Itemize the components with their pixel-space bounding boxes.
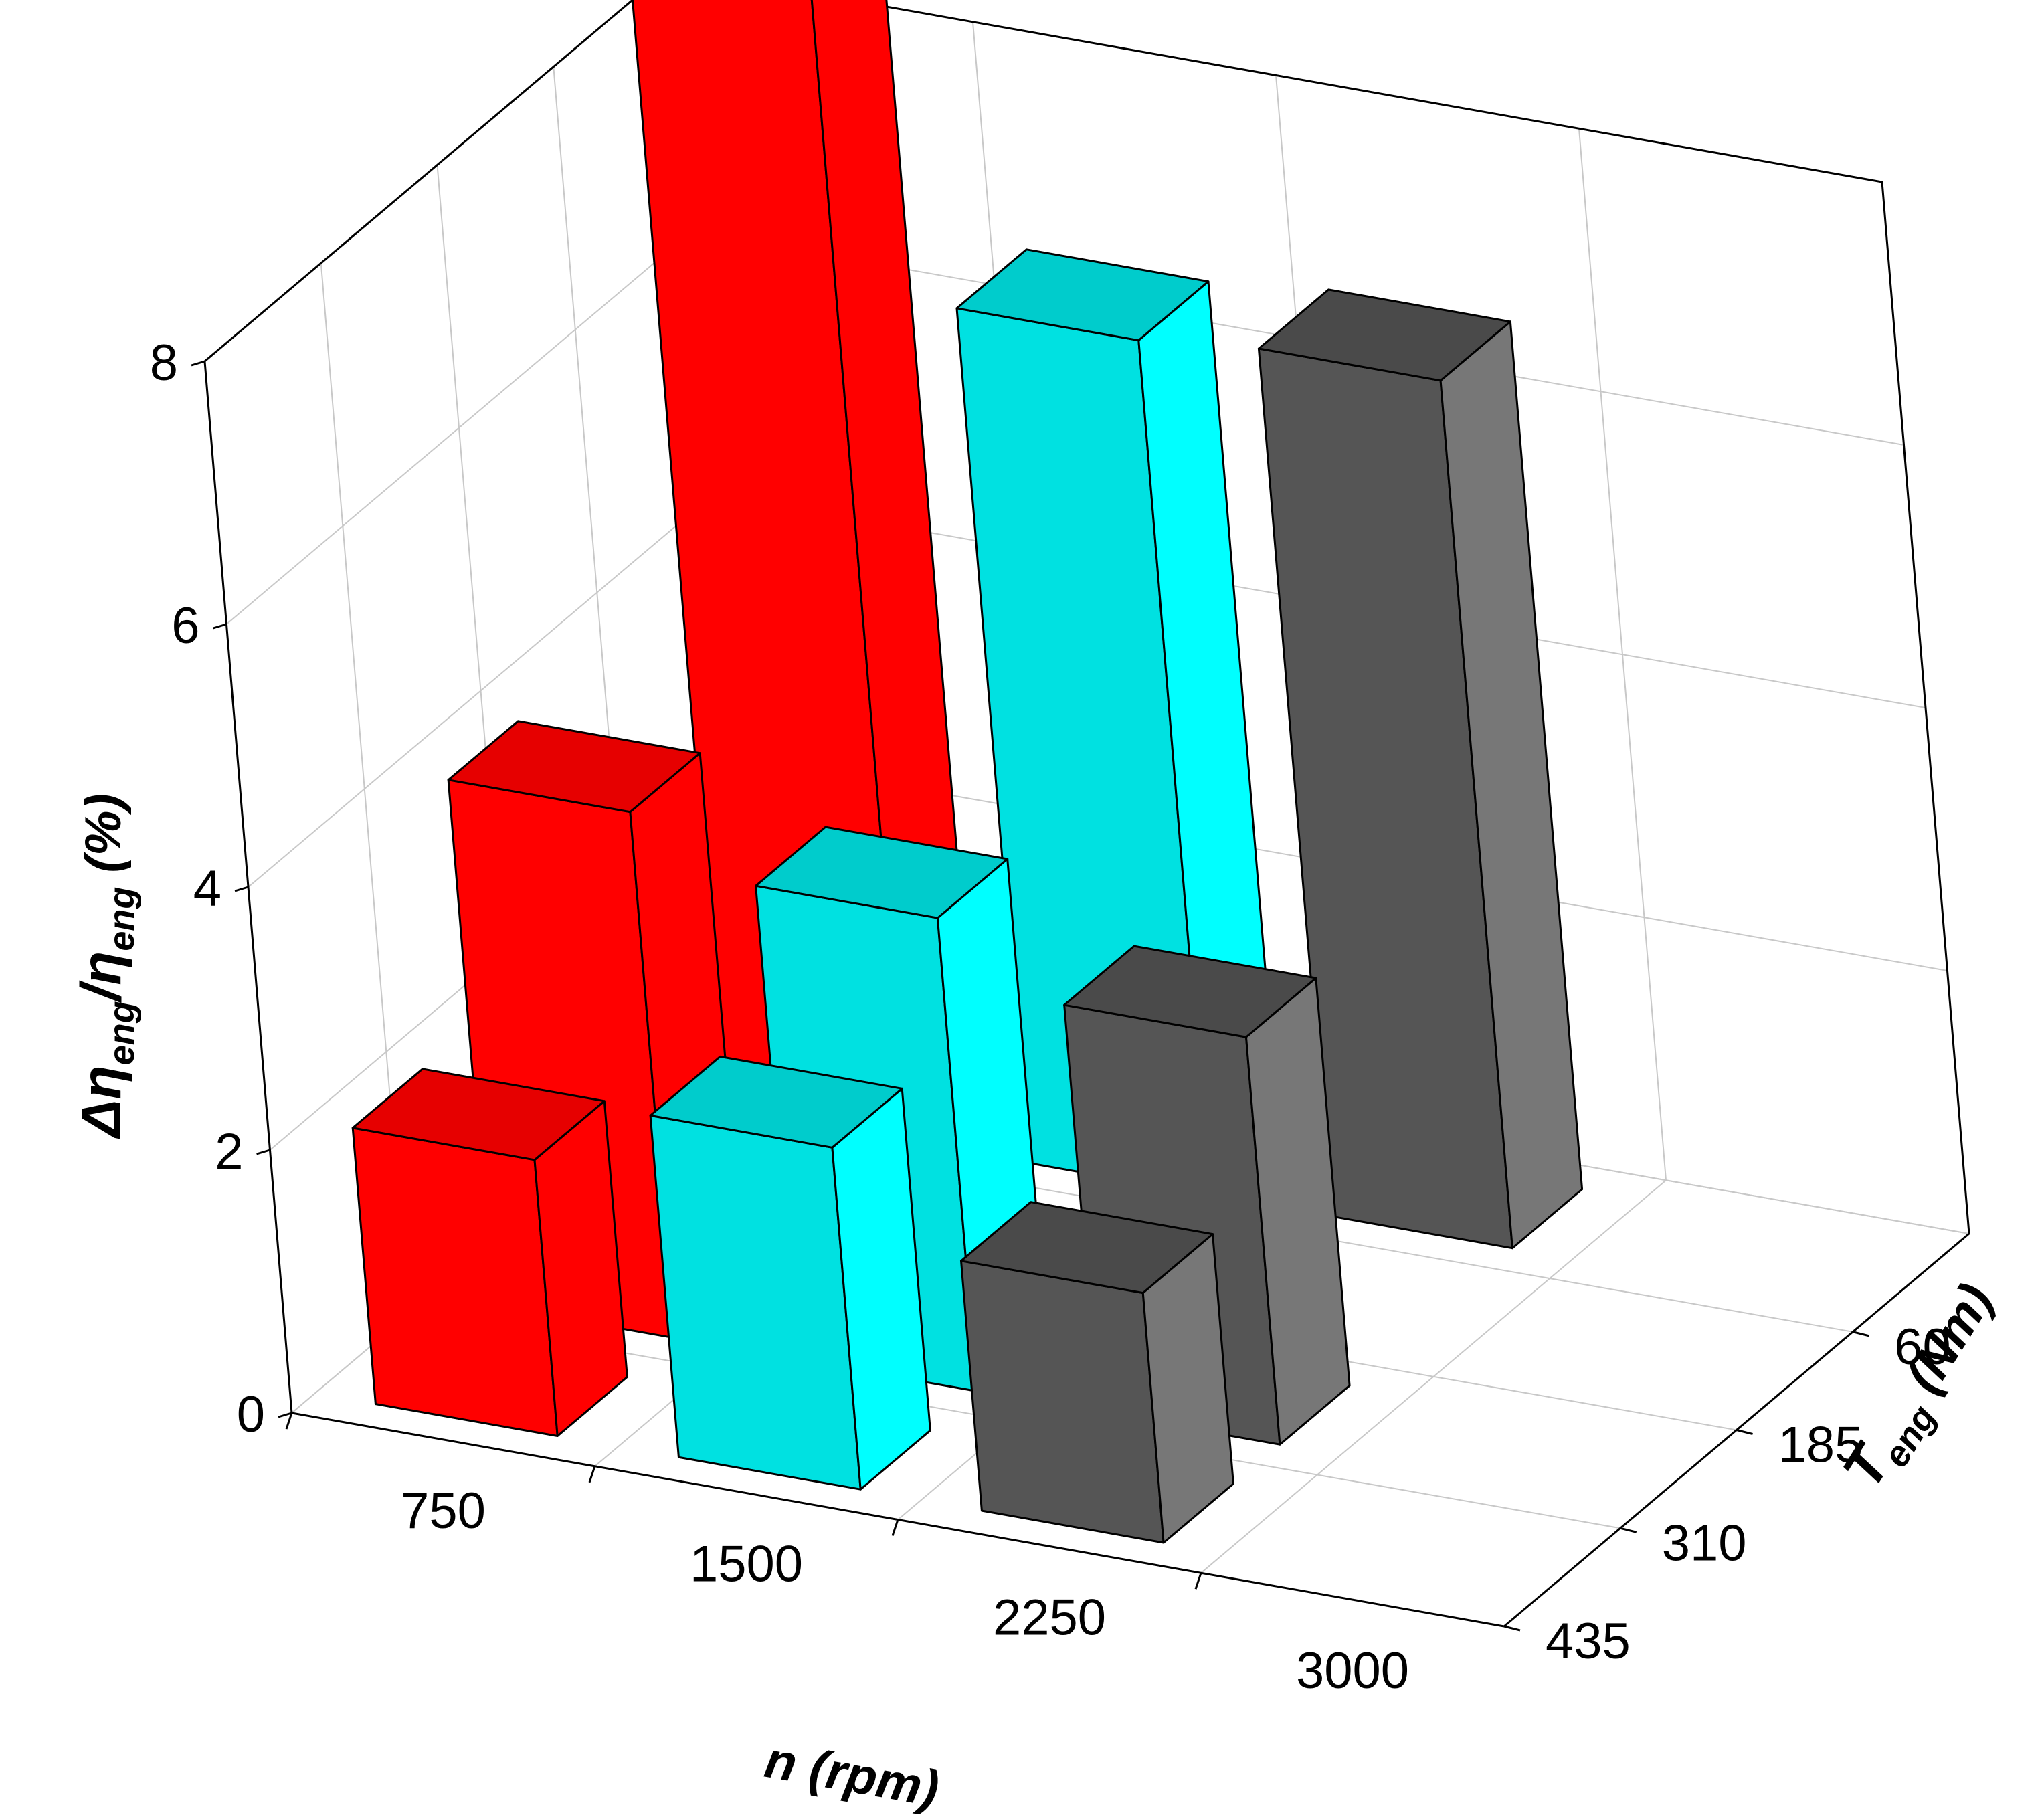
z-tick <box>256 1149 270 1155</box>
x-tick-label: 2250 <box>993 1589 1106 1646</box>
bar-top-face <box>447 720 701 814</box>
x-tick-label: 750 <box>401 1483 486 1539</box>
bar-top-face <box>1257 288 1511 382</box>
bar-top-face <box>755 826 1009 919</box>
bar-2250-435 <box>960 1201 1234 1544</box>
x-tick-label: 1500 <box>690 1536 803 1593</box>
z-tick-label: 0 <box>237 1386 265 1443</box>
y-axis-title: Teng (Nm) <box>1831 1271 2013 1503</box>
y-tick-label: 310 <box>1662 1515 1747 1571</box>
bars <box>351 0 1584 1544</box>
box-edge <box>204 0 1970 1234</box>
bar-top-face <box>351 1068 606 1161</box>
bar-front-face <box>960 1260 1165 1544</box>
z-tick-label: 6 <box>171 597 199 654</box>
z-tick-label: 4 <box>193 860 221 917</box>
z-tick <box>213 623 227 630</box>
z-tick <box>234 886 249 892</box>
y-tick <box>1620 1527 1637 1533</box>
bar-1500-435 <box>649 1055 931 1491</box>
x-tick <box>285 1412 293 1430</box>
x-tick-label: 3000 <box>1296 1642 1409 1699</box>
y-tick <box>1852 1331 1869 1337</box>
z-tick <box>278 1412 292 1418</box>
y-tick <box>1736 1429 1753 1435</box>
bar-top-face <box>1063 945 1317 1038</box>
bar-top-face <box>955 248 1210 342</box>
y-tick <box>1503 1625 1521 1632</box>
y-tick-label: 60 <box>1894 1319 1951 1375</box>
x-axis-title: n (rpm) <box>761 1731 943 1817</box>
y-tick-label: 435 <box>1546 1613 1631 1670</box>
bar-750-435 <box>351 1068 628 1437</box>
bar-front-face <box>649 1114 862 1491</box>
bar-top-face <box>649 1055 903 1149</box>
z-tick-label: 8 <box>150 334 178 391</box>
x-tick <box>891 1519 899 1536</box>
y-tick-label: 185 <box>1778 1417 1863 1474</box>
z-tick <box>191 360 205 367</box>
x-tick <box>588 1466 596 1483</box>
z-axis-title: Δηeng/ηeng (%) <box>70 793 142 1139</box>
z-tick-label: 2 <box>215 1123 243 1180</box>
x-tick <box>1194 1572 1202 1590</box>
grid-line <box>204 0 634 362</box>
bar-2250-60 <box>1257 288 1584 1250</box>
bar-top-face <box>960 1201 1214 1295</box>
bar-front-face <box>351 1127 559 1437</box>
